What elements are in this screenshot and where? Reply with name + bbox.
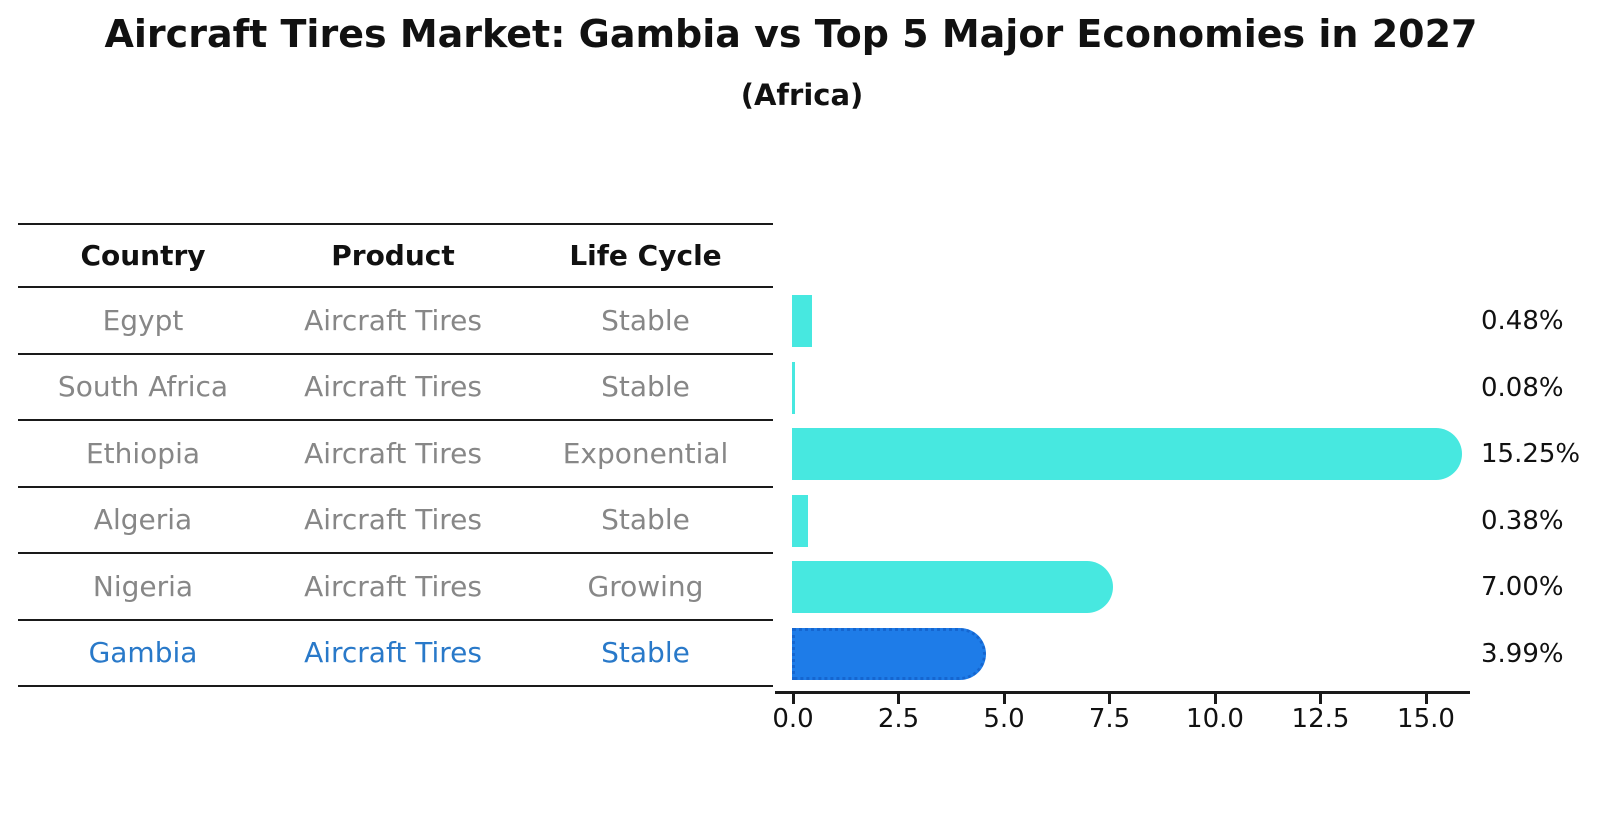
table-row-south-africa: South Africa Aircraft Tires Stable	[18, 355, 773, 421]
bar-gambia	[792, 627, 987, 680]
x-tick-mark-0.0	[791, 693, 795, 704]
table-row-gambia: Gambia Aircraft Tires Stable	[18, 621, 773, 687]
x-tick-mark-10.0	[1213, 693, 1217, 704]
x-tick-mark-2.5	[897, 693, 900, 704]
bar-nigeria	[792, 561, 1114, 614]
x-tick-mark-15.0	[1424, 693, 1428, 704]
table-cell-country: Algeria	[93, 503, 193, 537]
x-tick-label-12.5: 12.5	[1291, 704, 1350, 734]
table-row-ethiopia: Ethiopia Aircraft Tires Exponential	[18, 421, 773, 488]
bar-egypt	[792, 295, 813, 348]
value-label-algeria: 0.38%	[1481, 505, 1564, 536]
table-cell-life-cycle: Stable	[601, 503, 690, 537]
x-tick-label-10.0: 10.0	[1186, 704, 1244, 734]
table-cell-product: Aircraft Tires	[304, 436, 482, 470]
table-cell-life-cycle: Growing	[587, 569, 704, 603]
table-cell-life-cycle: Stable	[601, 370, 690, 404]
x-tick-label-2.5: 2.5	[877, 704, 920, 734]
table-row-egypt: Egypt Aircraft Tires Stable	[18, 288, 773, 355]
x-tick-mark-12.5	[1319, 693, 1322, 704]
x-tick-label-7.5: 7.5	[1088, 704, 1131, 734]
value-label-south-africa: 0.08%	[1481, 372, 1564, 403]
table-cell-country: South Africa	[57, 370, 229, 404]
chart-subtitle: (Africa)	[740, 78, 864, 112]
x-axis-line	[775, 691, 1470, 694]
table-cell-country: Egypt	[102, 303, 184, 337]
table-cell-product: Aircraft Tires	[304, 636, 482, 670]
table-cell-country: Ethiopia	[85, 436, 201, 470]
value-label-egypt: 0.48%	[1481, 306, 1564, 337]
x-tick-label-0.0: 0.0	[772, 704, 814, 734]
table-cell-product: Aircraft Tires	[304, 370, 482, 404]
col-header-life-cycle: Life Cycle	[569, 239, 722, 272]
value-label-ethiopia: 15.25%	[1481, 439, 1581, 470]
x-tick-mark-5.0	[1002, 693, 1006, 704]
table-row-nigeria: Nigeria Aircraft Tires Growing	[18, 554, 773, 621]
bar-ethiopia	[792, 428, 1462, 481]
country-table: Country Product Life Cycle Egypt Aircraft…	[18, 223, 773, 687]
table-body: Egypt Aircraft Tires Stable South Africa Air…	[18, 288, 773, 687]
table-cell-product: Aircraft Tires	[304, 503, 482, 537]
bar-south-africa	[792, 361, 796, 414]
table-cell-life-cycle: Stable	[601, 636, 690, 670]
table-cell-life-cycle: Exponential	[562, 436, 729, 470]
table-cell-country: Gambia	[88, 636, 198, 670]
col-header-product: Product	[331, 239, 455, 272]
bar-algeria	[792, 494, 809, 547]
x-tick-mark-7.5	[1108, 693, 1111, 704]
table-header-row: Country Product Life Cycle	[18, 223, 773, 288]
x-tick-label-5.0: 5.0	[983, 704, 1025, 734]
table-cell-product: Aircraft Tires	[304, 569, 482, 603]
x-tick-label-15.0: 15.0	[1397, 704, 1455, 734]
value-label-nigeria: 7.00%	[1481, 572, 1564, 603]
table-cell-country: Nigeria	[92, 569, 194, 603]
chart-title: Aircraft Tires Market: Gambia vs Top 5 M…	[104, 12, 1478, 56]
value-label-gambia: 3.99%	[1481, 638, 1564, 669]
table-cell-product: Aircraft Tires	[304, 303, 482, 337]
table-row-algeria: Algeria Aircraft Tires Stable	[18, 488, 773, 554]
table-cell-life-cycle: Stable	[601, 303, 690, 337]
col-header-country: Country	[80, 239, 206, 272]
